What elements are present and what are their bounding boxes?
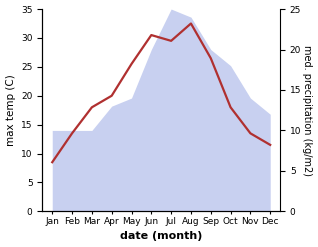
Y-axis label: med. precipitation (kg/m2): med. precipitation (kg/m2) <box>302 45 313 176</box>
Y-axis label: max temp (C): max temp (C) <box>5 74 16 146</box>
X-axis label: date (month): date (month) <box>120 231 203 242</box>
